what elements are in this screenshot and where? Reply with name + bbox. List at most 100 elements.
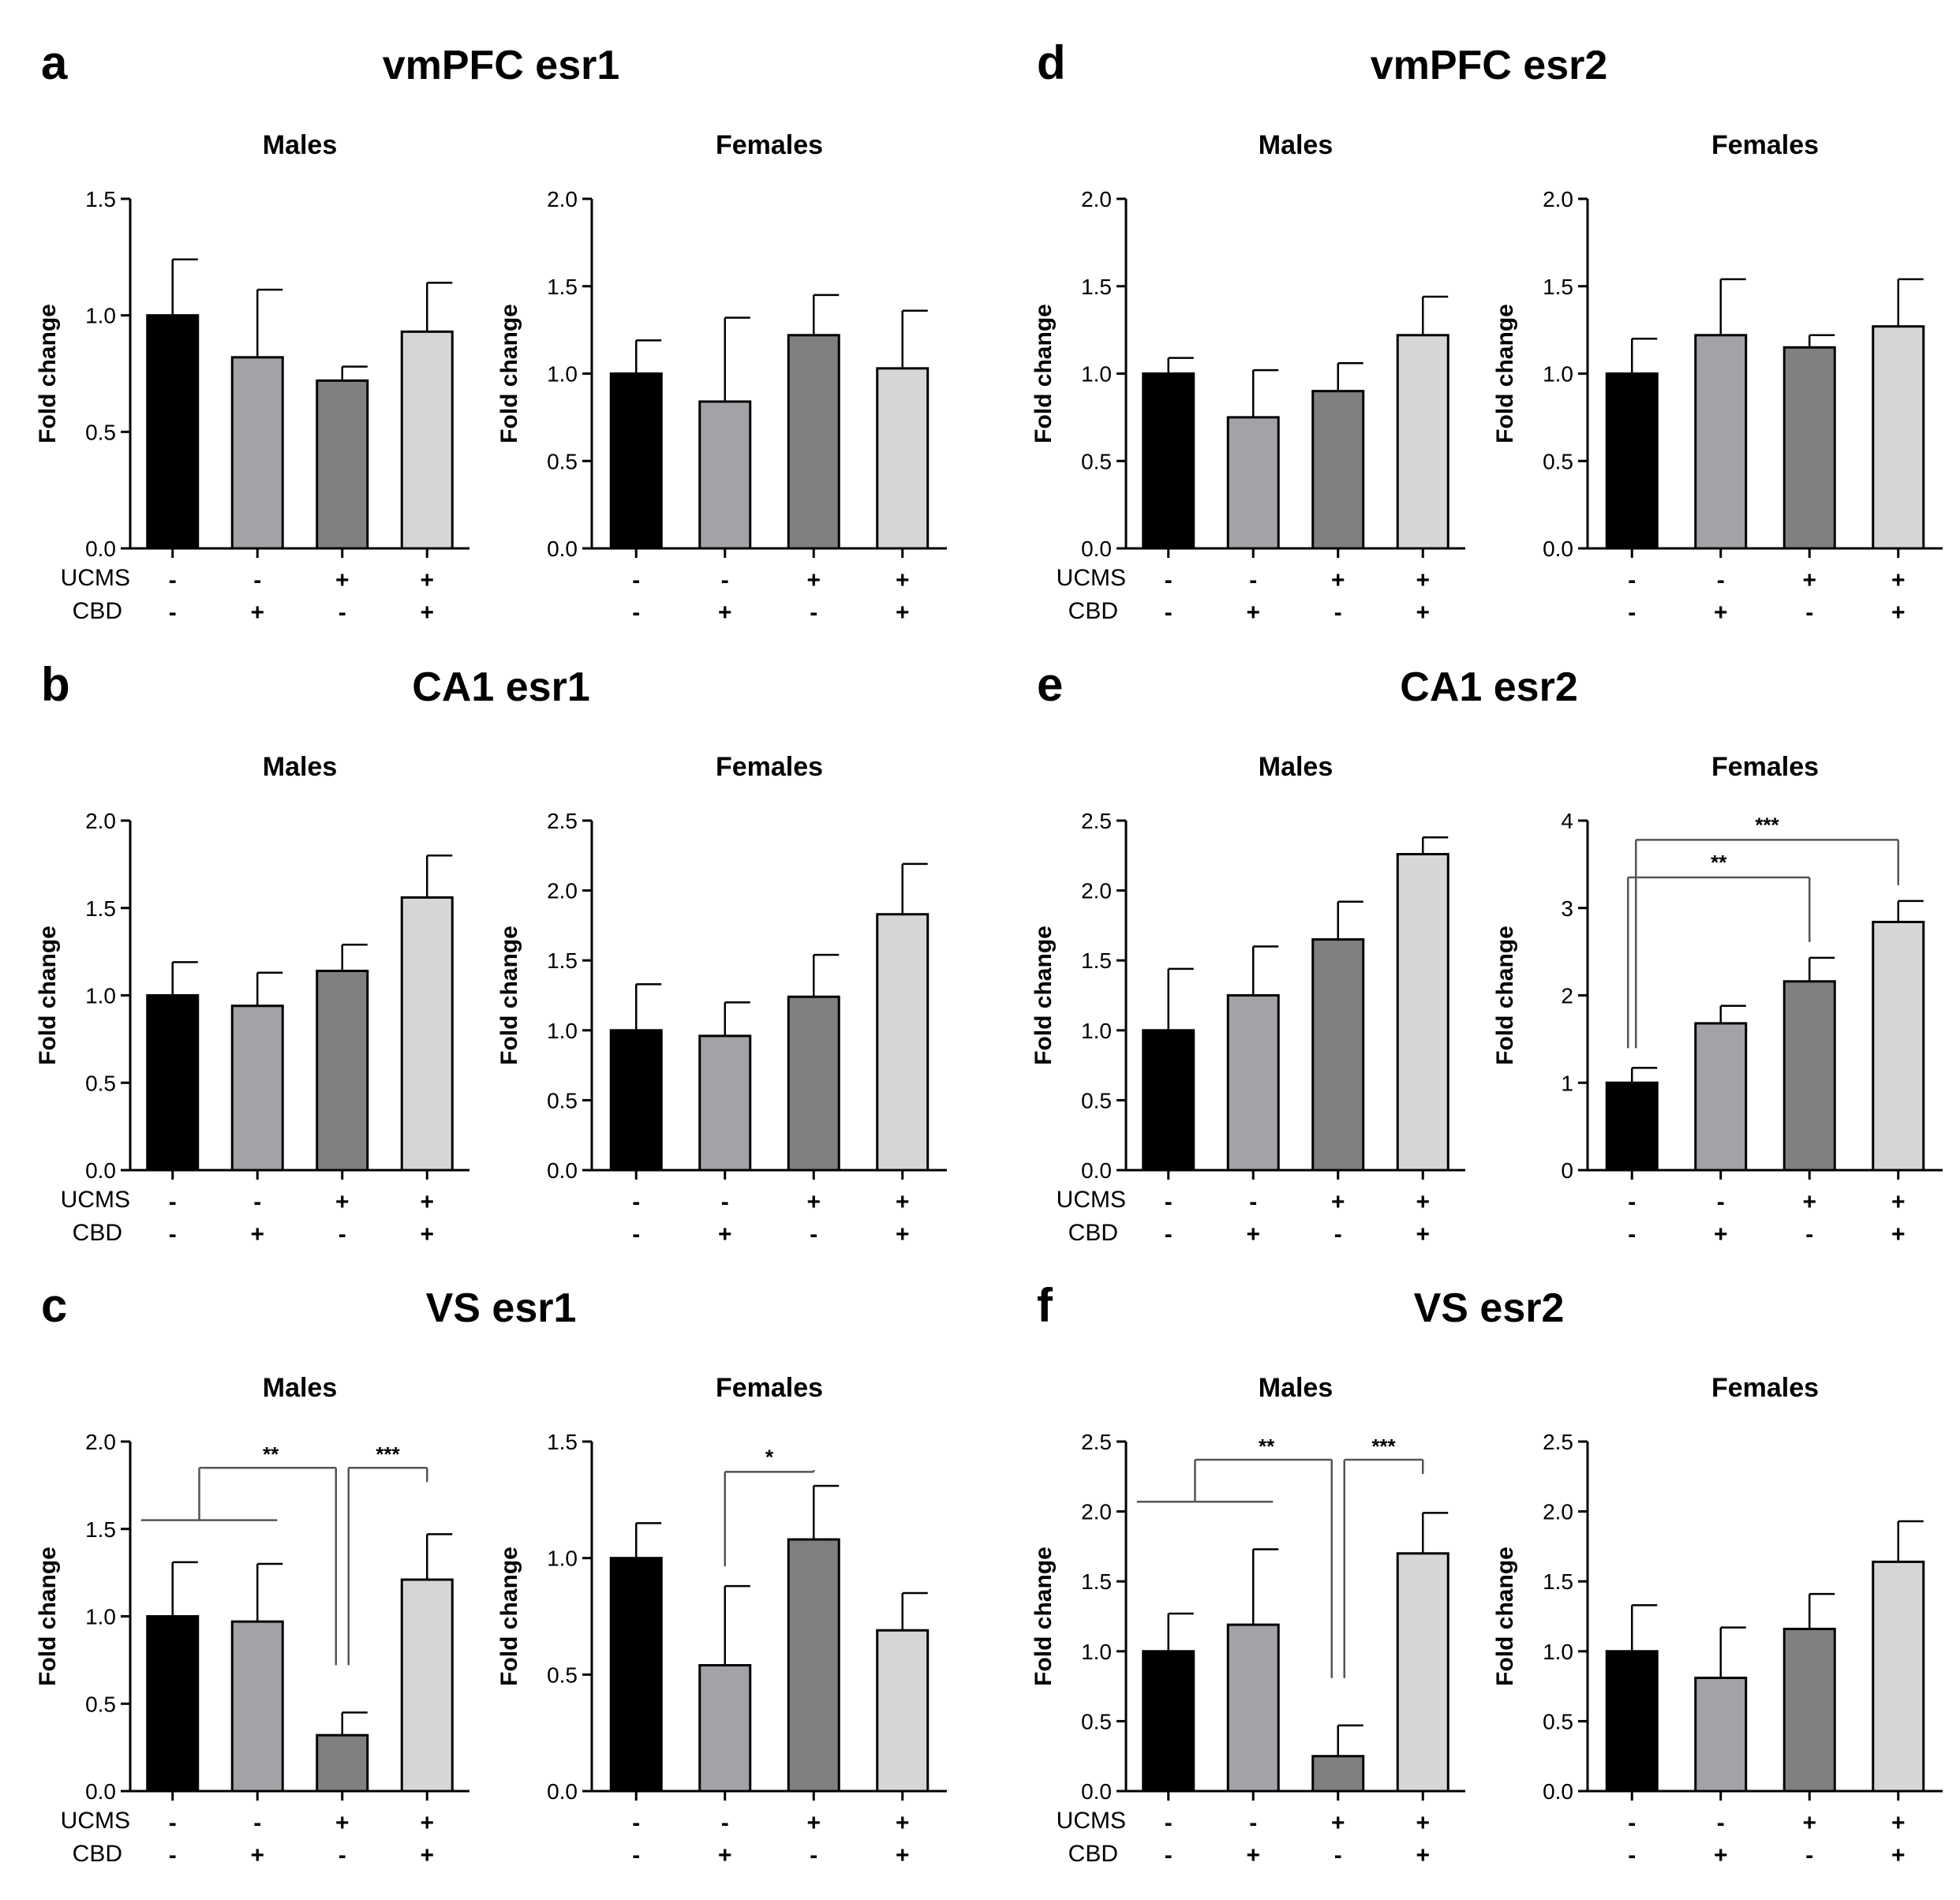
- cbd-sign: -: [632, 600, 640, 626]
- bar: [876, 913, 930, 1172]
- ucms-sign: -: [1165, 567, 1173, 593]
- cbd-sign: -: [1628, 1221, 1636, 1247]
- cbd-row-label: CBD: [73, 1220, 122, 1246]
- cbd-sign: +: [1246, 1221, 1260, 1247]
- panel-title: vmPFC esr1: [383, 43, 620, 88]
- y-tick-label: 0.5: [1081, 1709, 1112, 1734]
- subplot-males: Males Fold change 0.0 0.5 1.0 1.5 2.0 - - - + + - + + U…: [1030, 130, 1465, 626]
- ucms-row-label: UCMS: [1057, 1187, 1126, 1213]
- significance-stars: **: [1259, 1434, 1275, 1458]
- bar: [1782, 1627, 1836, 1793]
- y-tick-label: 0.5: [1081, 449, 1112, 473]
- y-tick-label: 1.5: [1081, 1569, 1112, 1594]
- y-axis-label: Fold change: [35, 304, 61, 443]
- cbd-sign: +: [718, 1842, 732, 1868]
- bar: [1226, 416, 1280, 550]
- bar: [787, 334, 840, 550]
- cbd-sign: -: [1334, 1221, 1342, 1247]
- cbd-sign: +: [250, 600, 264, 626]
- ucms-sign: +: [1416, 1810, 1430, 1836]
- bar: [787, 995, 840, 1172]
- ucms-sign: +: [335, 567, 350, 593]
- ucms-sign: +: [1891, 1189, 1906, 1215]
- y-tick-label: 1.5: [1081, 275, 1112, 299]
- y-tick-label: 0.5: [1081, 1088, 1112, 1113]
- ucms-sign: +: [1891, 1810, 1906, 1836]
- y-tick-label: 0.5: [85, 1071, 116, 1095]
- subplot-males: Males Fold change 0.0 0.5 1.0 1.5 2.0 2.5 - - - + + -…: [1030, 1373, 1465, 1868]
- panel-title: CA1 esr1: [412, 664, 589, 710]
- y-tick-label: 0.0: [1543, 1779, 1573, 1804]
- cbd-sign: +: [420, 600, 434, 626]
- ucms-sign: -: [1717, 1189, 1725, 1215]
- ucms-sign: -: [721, 1810, 729, 1836]
- y-axis-label: Fold change: [496, 1547, 522, 1686]
- cbd-sign: +: [1416, 600, 1430, 626]
- subplot-title: Males: [1259, 1373, 1333, 1403]
- cbd-sign: -: [632, 1842, 640, 1868]
- y-tick-label: 2.0: [1081, 187, 1112, 211]
- y-tick-label: 0.5: [547, 449, 578, 473]
- ucms-sign: -: [1717, 1810, 1725, 1836]
- ucms-sign: +: [806, 1810, 821, 1836]
- bar: [230, 1004, 284, 1172]
- y-tick-label: 1.5: [1543, 275, 1573, 299]
- ucms-sign: -: [1628, 1189, 1636, 1215]
- bar: [1694, 1676, 1748, 1793]
- subplot-title: Females: [716, 1373, 823, 1403]
- subplot-females: Females Fold change 0.0 0.5 1.0 1.5 2.0 2.5 - - - +…: [496, 752, 947, 1247]
- cbd-sign: +: [250, 1221, 264, 1247]
- ucms-sign: +: [896, 1189, 910, 1215]
- cbd-sign: +: [1714, 1842, 1728, 1868]
- y-tick-label: 0.0: [1543, 537, 1573, 561]
- subplot-title: Males: [263, 752, 338, 782]
- ucms-sign: +: [420, 567, 434, 593]
- bar: [316, 969, 369, 1172]
- y-tick-label: 2.0: [1081, 879, 1112, 903]
- ucms-row-label: UCMS: [1057, 565, 1126, 591]
- subplot-title: Females: [1711, 130, 1819, 160]
- cbd-sign: -: [810, 600, 817, 626]
- cbd-sign: +: [1246, 600, 1260, 626]
- ucms-row-label: UCMS: [61, 1808, 130, 1834]
- bar: [1311, 1755, 1365, 1793]
- panel-a: a vmPFC esr1 Males Fold change 0.0 0.5 1.0 1.5 -…: [35, 36, 947, 626]
- cbd-sign: -: [1805, 1842, 1813, 1868]
- y-tick-label: 0.0: [1081, 1158, 1112, 1183]
- bar: [316, 379, 369, 550]
- y-tick-label: 0.0: [547, 1158, 578, 1183]
- panel-c: c VS esr1 Males Fold change 0.0 0.5 1.0 1.5 2.0 -…: [35, 1279, 947, 1868]
- y-tick-label: 2.0: [1543, 1500, 1573, 1524]
- panel-title: vmPFC esr2: [1371, 43, 1608, 88]
- y-tick-label: 2.5: [1543, 1430, 1573, 1454]
- y-tick-label: 2.0: [85, 1430, 116, 1454]
- y-tick-label: 1.5: [547, 275, 578, 299]
- cbd-sign: -: [810, 1221, 817, 1247]
- significance-stars: **: [1711, 851, 1727, 874]
- bar: [1311, 938, 1365, 1172]
- ucms-sign: -: [632, 1189, 640, 1215]
- y-tick-label: 2: [1561, 984, 1573, 1008]
- y-tick-label: 0.0: [1081, 537, 1112, 561]
- y-tick-label: 1.5: [547, 948, 578, 973]
- y-tick-label: 0.0: [85, 1779, 116, 1804]
- y-tick-label: 1: [1561, 1071, 1573, 1095]
- bar: [1782, 980, 1836, 1172]
- bar: [146, 314, 200, 550]
- bar: [1782, 346, 1836, 550]
- y-tick-label: 1.0: [85, 1605, 116, 1629]
- ucms-sign: +: [896, 567, 910, 593]
- y-tick-label: 1.0: [1543, 362, 1573, 387]
- bar: [609, 1029, 663, 1172]
- subplot-females: Females Fold change 0.0 0.5 1.0 1.5 - - - + + - + + *: [496, 1373, 947, 1868]
- cbd-row-label: CBD: [1068, 598, 1118, 624]
- bar: [1142, 1029, 1195, 1172]
- panel-letter: d: [1037, 36, 1066, 89]
- bar: [1311, 390, 1365, 550]
- significance-stars: ***: [1755, 813, 1779, 836]
- subplot-title: Males: [263, 1373, 338, 1403]
- ucms-sign: -: [721, 567, 729, 593]
- ucms-sign: +: [420, 1189, 434, 1215]
- y-tick-label: 2.5: [1081, 1430, 1112, 1454]
- bar: [1872, 325, 1925, 550]
